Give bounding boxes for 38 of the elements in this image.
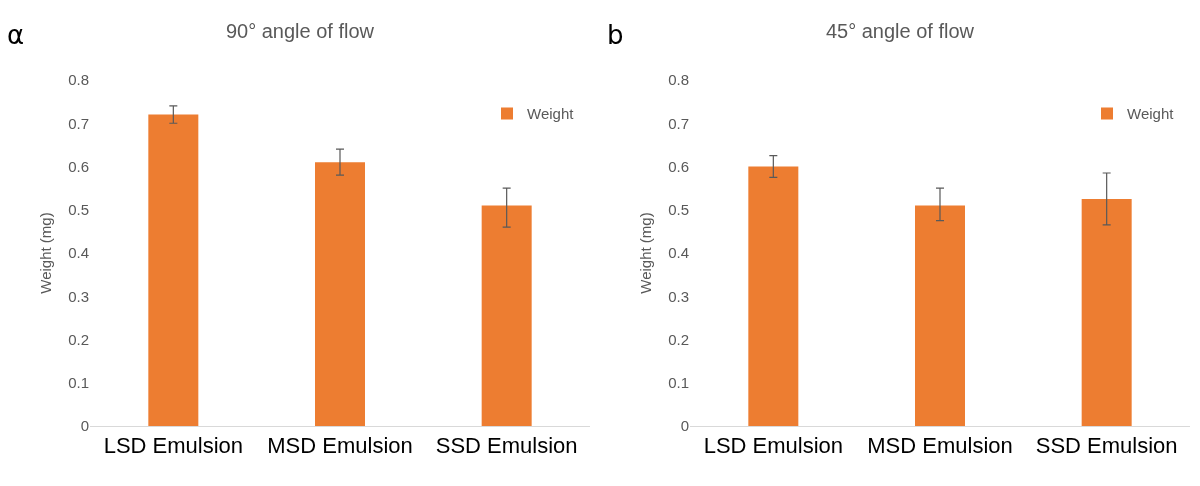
x-tick-label: SSD Emulsion [1035, 433, 1178, 459]
y-tick-label: 0.8 [68, 71, 89, 89]
y-tick-label: 0.4 [668, 244, 689, 262]
y-tick-label: 0.4 [68, 244, 89, 262]
x-tick-label: LSD Emulsion [103, 433, 244, 459]
chart-title: 45° angle of flow [825, 20, 975, 43]
bar [915, 205, 965, 426]
y-tick-label: 0.8 [668, 71, 689, 89]
bar [748, 166, 799, 426]
y-tick-label: 0.1 [668, 374, 689, 391]
legend-label: Weight [1127, 105, 1175, 123]
bar [315, 162, 365, 426]
y-tick-label: 0.2 [68, 330, 89, 348]
x-tick-label: MSD Emulsion [867, 433, 1013, 459]
text: b [607, 20, 624, 50]
bar [1081, 198, 1132, 426]
bar [148, 114, 199, 426]
x-tick-label: SSD Emulsion [435, 433, 578, 459]
y-tick-label: 0.6 [68, 157, 89, 175]
bar [481, 205, 532, 426]
y-tick-label: 0.3 [668, 287, 689, 305]
y-tick-label: 0.5 [68, 201, 89, 218]
y-tick-label: 0 [80, 417, 89, 435]
y-axis-title: Weight (mg) [37, 212, 55, 294]
x-tick-label: LSD Emulsion [703, 433, 844, 459]
y-tick-label: 0.5 [668, 201, 689, 218]
y-tick-label: 0.1 [68, 374, 89, 391]
legend-label: Weight [527, 105, 575, 123]
text: α [7, 20, 25, 50]
y-tick-label: 0.6 [668, 157, 689, 175]
chart-title: 90° angle of flow [225, 20, 375, 43]
x-tick-label: MSD Emulsion [267, 433, 413, 459]
y-tick-label: 0.7 [68, 114, 89, 132]
y-tick-label: 0 [680, 417, 689, 435]
y-axis-title: Weight (mg) [637, 212, 655, 294]
y-tick-label: 0.2 [668, 330, 689, 348]
y-tick-label: 0.7 [668, 114, 689, 132]
y-tick-label: 0.3 [68, 287, 89, 305]
